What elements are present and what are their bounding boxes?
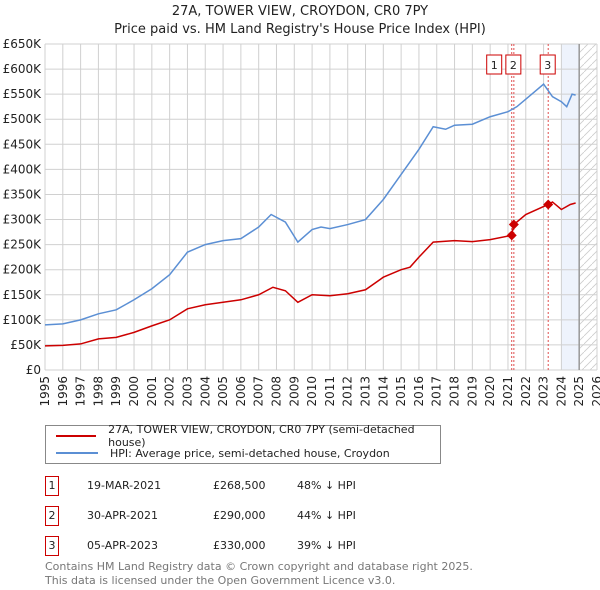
y-tick-label: £50K — [10, 338, 42, 352]
x-tick-label: 2010 — [305, 376, 319, 407]
chart-subtitle: Price paid vs. HM Land Registry's House … — [114, 22, 486, 37]
legend: 27A, TOWER VIEW, CROYDON, CR0 7PY (semi-… — [45, 423, 441, 464]
property-price-line — [44, 201, 576, 347]
x-tick-label: 1996 — [56, 376, 70, 407]
row-index-badge: 3 — [45, 536, 59, 556]
y-tick-label: £100K — [3, 313, 43, 327]
forecast-shaded-region — [561, 44, 580, 370]
x-tick-label: 2018 — [448, 376, 462, 407]
footer-licence: This data is licensed under the Open Gov… — [45, 574, 396, 587]
y-tick-label: £600K — [3, 62, 43, 76]
y-tick-label: £550K — [3, 87, 43, 101]
x-tick-label: 2026 — [590, 376, 600, 407]
x-tick-label: 1997 — [74, 376, 88, 407]
future-hatched-region — [579, 44, 597, 370]
sale-date: 30-APR-2021 — [87, 509, 159, 522]
x-tick-label: 2005 — [216, 376, 230, 407]
y-tick-label: £200K — [3, 263, 43, 277]
chart-title: 27A, TOWER VIEW, CROYDON, CR0 7PY — [171, 4, 429, 19]
sale-label-box-1 — [486, 54, 503, 75]
chart-plot: 1995 1996 1997 1998 1999 2000 2001 2002 2003 2004… — [3, 37, 600, 407]
y-tick-label: £0 — [26, 363, 41, 377]
x-tick-label: 2014 — [376, 376, 390, 407]
hpi-line — [44, 83, 576, 326]
table-row: 1 19-MAR-2021 £268,500 48% ↓ HPI — [45, 476, 465, 496]
x-tick-label: 2001 — [145, 376, 159, 407]
x-tick-label: 2025 — [572, 376, 586, 407]
sale-date: 05-APR-2023 — [87, 539, 159, 552]
legend-item-property: 27A, TOWER VIEW, CROYDON, CR0 7PY (semi-… — [56, 423, 440, 449]
x-tick-label: 2006 — [234, 376, 248, 407]
x-tick-label: 2004 — [198, 376, 212, 407]
x-tick-label: 2016 — [412, 376, 426, 407]
sale-label-2: 2 — [510, 59, 517, 72]
legend-item-hpi: HPI: Average price, semi-detached house,… — [56, 445, 390, 461]
row-index-badge: 2 — [45, 506, 59, 526]
x-tick-label: 2002 — [163, 376, 177, 407]
legend-swatch-property — [56, 435, 97, 437]
y-tick-label: £400K — [3, 162, 43, 176]
x-tick-label: 2000 — [127, 376, 141, 407]
x-tick-label: 2011 — [323, 376, 337, 407]
sale-label-box-3 — [539, 54, 556, 75]
x-tick-label: 2015 — [394, 376, 408, 407]
sale-point-3 — [543, 199, 554, 210]
x-tick-label: 1999 — [109, 376, 123, 407]
sale-point-1 — [506, 230, 517, 241]
sale-price: £330,000 — [213, 539, 266, 552]
y-tick-label: £350K — [3, 187, 43, 201]
x-tick-label: 1995 — [38, 376, 52, 407]
y-tick-label: £300K — [3, 213, 43, 227]
legend-label-hpi: HPI: Average price, semi-detached house,… — [110, 446, 390, 460]
x-tick-label: 2022 — [519, 376, 533, 407]
x-tick-label: 2020 — [483, 376, 497, 407]
row-index-badge: 1 — [45, 476, 59, 496]
hpi-comparison: 48% ↓ HPI — [297, 479, 356, 492]
x-tick-label: 2013 — [359, 376, 373, 407]
footer-copyright: Contains HM Land Registry data © Crown c… — [45, 560, 473, 573]
sale-price: £290,000 — [213, 509, 266, 522]
x-tick-label: 2017 — [430, 376, 444, 407]
y-tick-label: £250K — [3, 238, 43, 252]
y-tick-label: £150K — [3, 288, 43, 302]
x-tick-label: 2008 — [269, 376, 283, 407]
x-tick-label: 2021 — [501, 376, 515, 407]
y-tick-label: £650K — [3, 37, 43, 51]
y-tick-label: £500K — [3, 112, 43, 126]
x-tick-label: 2023 — [537, 376, 551, 407]
hpi-comparison: 39% ↓ HPI — [297, 539, 356, 552]
sale-label-3: 3 — [544, 59, 551, 72]
hpi-comparison: 44% ↓ HPI — [297, 509, 356, 522]
sale-label-1: 1 — [491, 59, 498, 72]
sale-label-box-2 — [505, 54, 522, 75]
sale-date: 19-MAR-2021 — [87, 479, 162, 492]
y-tick-label: £450K — [3, 137, 43, 151]
table-row: 2 30-APR-2021 £290,000 44% ↓ HPI — [45, 506, 465, 526]
sale-price: £268,500 — [213, 479, 266, 492]
x-tick-label: 2007 — [252, 376, 266, 407]
x-tick-label: 2012 — [341, 376, 355, 407]
x-tick-label: 2024 — [554, 376, 568, 407]
x-tick-label: 2019 — [465, 376, 479, 407]
table-row: 3 05-APR-2023 £330,000 39% ↓ HPI — [45, 536, 465, 556]
legend-swatch-hpi — [56, 452, 98, 454]
x-tick-label: 2009 — [287, 376, 301, 407]
x-tick-label: 2003 — [180, 376, 194, 407]
x-tick-label: 1998 — [91, 376, 105, 407]
sale-point-2 — [508, 219, 519, 230]
legend-label-property: 27A, TOWER VIEW, CROYDON, CR0 7PY (semi-… — [108, 423, 415, 449]
